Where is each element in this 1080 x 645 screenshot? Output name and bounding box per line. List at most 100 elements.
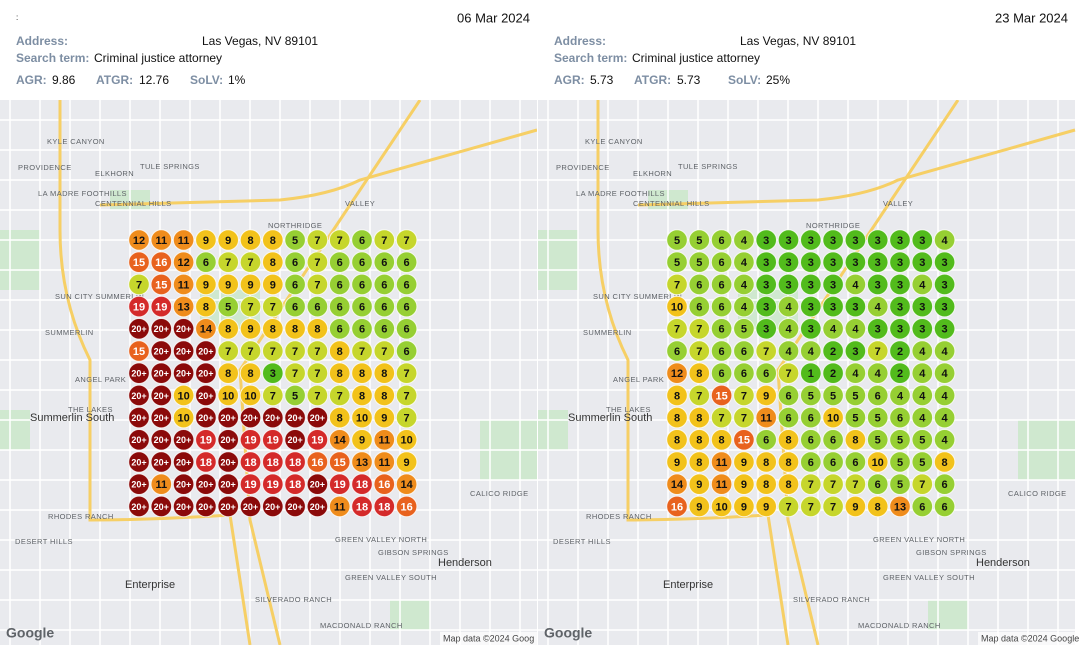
rank-circle — [172, 384, 195, 407]
rank-circle — [866, 384, 889, 407]
rank-pin: 6 — [710, 251, 733, 274]
rank-value: 19 — [311, 435, 323, 447]
rank-pin: 6 — [733, 340, 755, 362]
rank-value: 3 — [830, 257, 836, 269]
rank-pin: 9 — [373, 406, 396, 429]
rank-pin: 3 — [777, 229, 800, 251]
rank-value: 7 — [404, 368, 410, 380]
map-attribution: Map data ©2024 Google — [981, 633, 1079, 643]
map-label: DESERT HILLS — [553, 537, 611, 546]
rank-pin: 4 — [911, 406, 934, 429]
rank-value: 15 — [155, 279, 167, 291]
rank-value: 5 — [696, 257, 702, 269]
rank-value: 8 — [763, 457, 769, 469]
rank-value: 19 — [334, 479, 346, 491]
rank-value: 7 — [247, 302, 253, 314]
rank-pin: 4 — [933, 340, 956, 362]
rank-circle — [733, 406, 755, 429]
rank-circle — [733, 251, 755, 274]
rank-pin: 3 — [800, 229, 822, 251]
rank-circle — [666, 295, 688, 318]
rank-value: 6 — [381, 279, 387, 291]
rank-value: 8 — [270, 257, 276, 269]
rank-value: 9 — [404, 457, 410, 469]
rank-pin: 7 — [395, 362, 418, 385]
rank-pin: 19 — [128, 295, 150, 318]
rank-value: 3 — [897, 324, 903, 336]
rank-pin: 19 — [306, 429, 329, 451]
rank-value: 6 — [292, 279, 298, 291]
rank-value: 11 — [334, 501, 346, 513]
rank-pin: 8 — [688, 451, 711, 473]
rank-pin: 7 — [733, 384, 755, 407]
rank-circle — [822, 340, 844, 362]
rank-value: 6 — [763, 368, 769, 380]
rank-pin: 18 — [284, 451, 306, 473]
rank-pin: 9 — [733, 473, 755, 496]
rank-value: 3 — [808, 324, 814, 336]
rank-value: 16 — [155, 257, 167, 269]
rank-value: 20+ — [243, 502, 258, 512]
rank-circle — [150, 318, 173, 340]
rank-value: 9 — [763, 390, 769, 402]
rank-circle — [328, 384, 351, 407]
rank-circle — [328, 362, 351, 385]
rank-circle — [755, 429, 777, 451]
rank-pin: 13 — [172, 295, 195, 318]
rank-value: 8 — [785, 479, 791, 491]
rank-circle — [195, 295, 217, 318]
metric-label: SoLV: — [190, 73, 223, 87]
rank-value: 9 — [763, 501, 769, 513]
rank-circle — [866, 473, 889, 496]
map-label: Enterprise — [125, 579, 175, 591]
map-label: SILVERADO RANCH — [793, 595, 870, 604]
rank-pin: 7 — [306, 340, 329, 362]
rank-pin: 20+ — [150, 495, 173, 518]
rank-value: 10 — [715, 501, 727, 513]
rank-circle — [911, 406, 934, 429]
rank-circle — [688, 429, 711, 451]
rank-pin: 11 — [172, 273, 195, 296]
rank-pin: 7 — [688, 340, 711, 362]
rank-pin: 20+ — [262, 495, 284, 518]
rank-circle — [911, 251, 934, 274]
rank-value: 3 — [852, 257, 858, 269]
rank-value: 7 — [875, 346, 881, 358]
rank-circle — [217, 229, 239, 251]
rank-circle — [172, 429, 195, 451]
rank-pin: 3 — [262, 362, 284, 385]
rank-pin: 8 — [666, 429, 688, 451]
rank-pin: 4 — [844, 318, 867, 340]
rank-value: 5 — [852, 390, 858, 402]
rank-circle — [150, 340, 173, 362]
rank-value: 19 — [133, 302, 145, 314]
rank-pin: 19 — [262, 429, 284, 451]
rank-pin: 3 — [911, 229, 934, 251]
rank-pin: 6 — [688, 295, 711, 318]
rank-circle — [195, 429, 217, 451]
rank-value: 20+ — [154, 502, 169, 512]
rank-pin: 3 — [800, 251, 822, 274]
rank-circle — [688, 495, 711, 518]
rank-circle — [866, 251, 889, 274]
rank-pin: 8 — [666, 406, 688, 429]
rank-pin: 8 — [217, 318, 239, 340]
rank-pin: 7 — [239, 251, 262, 274]
rank-circle — [150, 384, 173, 407]
rank-pin: 3 — [755, 251, 777, 274]
rank-value: 19 — [200, 435, 212, 447]
rank-value: 4 — [785, 346, 792, 358]
rank-circle — [306, 362, 329, 385]
rank-value: 18 — [289, 457, 301, 469]
rank-value: 8 — [247, 235, 253, 247]
rank-circle — [150, 406, 173, 429]
rank-pin: 6 — [328, 251, 351, 274]
rank-value: 20+ — [221, 457, 236, 467]
rank-value: 11 — [178, 235, 190, 247]
map-label: VALLEY — [883, 199, 913, 208]
rank-circle — [666, 273, 688, 296]
rank-circle — [800, 273, 822, 296]
rank-pin: 6 — [351, 273, 373, 296]
rank-pin: 6 — [395, 273, 418, 296]
